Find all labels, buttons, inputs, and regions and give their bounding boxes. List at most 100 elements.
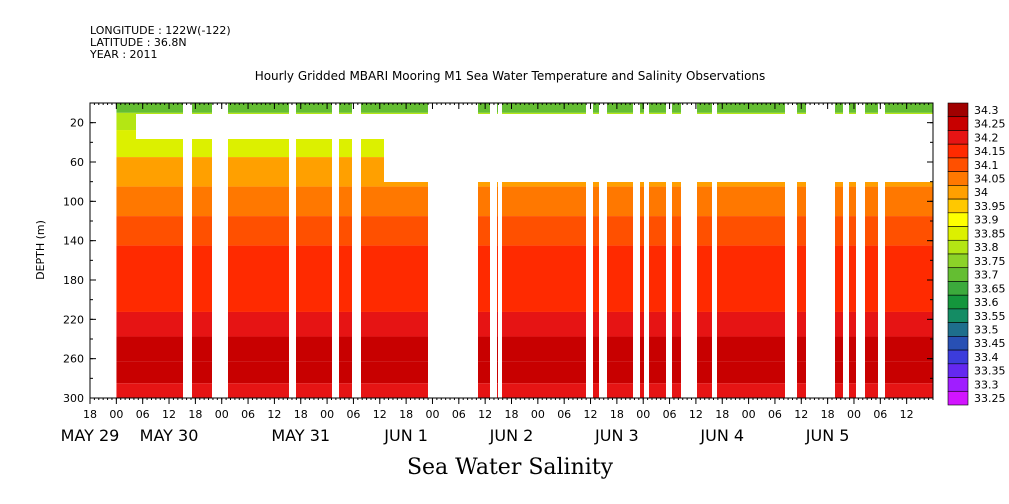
colorbar-swatch bbox=[947, 349, 969, 365]
colorbar-swatch bbox=[947, 226, 969, 241]
x-tick-label: 18 bbox=[505, 408, 519, 421]
colorbar-swatch bbox=[947, 322, 969, 337]
colorbar-swatch bbox=[947, 281, 969, 296]
no-data-region bbox=[136, 114, 933, 139]
no-data-column bbox=[212, 103, 228, 398]
y-tick-label: 20 bbox=[70, 117, 84, 130]
x-tick-label: 00 bbox=[847, 408, 861, 421]
colorbar-label: 33.55 bbox=[974, 310, 1006, 323]
x-tick-label: 12 bbox=[689, 408, 703, 421]
x-tick-label: 00 bbox=[215, 408, 229, 421]
y-tick-label: 180 bbox=[63, 274, 84, 287]
no-data-column bbox=[681, 103, 697, 398]
colorbar-swatch bbox=[947, 390, 969, 406]
colorbar-label: 33.65 bbox=[974, 282, 1006, 295]
x-tick-label: 18 bbox=[715, 408, 729, 421]
x-tick-label: 00 bbox=[320, 408, 334, 421]
no-data-column bbox=[428, 103, 478, 398]
x-date-label: JUN 5 bbox=[805, 426, 850, 445]
colorbar-label: 34.1 bbox=[974, 159, 999, 172]
x-tick-label: 12 bbox=[162, 408, 176, 421]
x-tick-label: 06 bbox=[873, 408, 887, 421]
colorbar-label: 34.25 bbox=[974, 118, 1006, 131]
y-tick-label: 220 bbox=[63, 313, 84, 326]
x-tick-label: 18 bbox=[610, 408, 624, 421]
x-tick-label: 06 bbox=[346, 408, 360, 421]
x-tick-label: 12 bbox=[794, 408, 808, 421]
x-tick-label: 12 bbox=[900, 408, 914, 421]
colorbar-label: 33.75 bbox=[974, 255, 1006, 268]
x-tick-label: 06 bbox=[241, 408, 255, 421]
no-data-column bbox=[289, 103, 296, 398]
x-tick-label: 12 bbox=[584, 408, 598, 421]
salinity-band bbox=[116, 361, 933, 384]
colorbar-swatch bbox=[947, 143, 969, 159]
x-tick-label: 18 bbox=[188, 408, 202, 421]
y-tick-label: 140 bbox=[63, 235, 84, 248]
colorbar-label: 33.95 bbox=[974, 200, 1006, 213]
x-tick-label: 00 bbox=[425, 408, 439, 421]
colorbar-label: 33.9 bbox=[974, 214, 999, 227]
colorbar-swatch bbox=[947, 212, 969, 227]
colorbar-swatch bbox=[947, 239, 969, 255]
no-data-column bbox=[498, 103, 502, 398]
colorbar-swatch bbox=[947, 377, 969, 392]
no-data-column bbox=[633, 103, 640, 398]
x-date-label: MAY 30 bbox=[140, 426, 199, 445]
x-tick-label: 06 bbox=[663, 408, 677, 421]
x-tick-label: 18 bbox=[294, 408, 308, 421]
salinity-band bbox=[116, 383, 933, 398]
colorbar-label: 33.25 bbox=[974, 392, 1006, 405]
colorbar-label: 34.3 bbox=[974, 104, 999, 117]
colorbar-swatch bbox=[947, 363, 969, 378]
x-tick-label: 06 bbox=[452, 408, 466, 421]
x-axis-label: Sea Water Salinity bbox=[406, 455, 614, 480]
colorbar-label: 34.2 bbox=[974, 131, 999, 144]
colorbar-label: 33.35 bbox=[974, 365, 1006, 378]
colorbar-swatch bbox=[947, 198, 969, 214]
colorbar-label: 33.8 bbox=[974, 241, 999, 254]
colorbar-swatch bbox=[947, 116, 969, 131]
no-data-column bbox=[183, 103, 192, 398]
x-tick-label: 00 bbox=[109, 408, 123, 421]
no-data-column bbox=[644, 103, 649, 398]
colorbar-label: 33.3 bbox=[974, 378, 999, 391]
x-tick-label: 12 bbox=[267, 408, 281, 421]
x-tick-label: 06 bbox=[136, 408, 150, 421]
colorbar-label: 33.45 bbox=[974, 337, 1006, 350]
no-data-column bbox=[856, 103, 865, 398]
no-data-column bbox=[712, 103, 717, 398]
colorbar-label: 33.6 bbox=[974, 296, 999, 309]
x-tick-label: 18 bbox=[83, 408, 97, 421]
latitude-label: LATITUDE : 36.8N bbox=[90, 36, 187, 49]
colorbar-swatch bbox=[947, 185, 969, 200]
no-data-column bbox=[806, 103, 835, 398]
x-tick-label: 18 bbox=[821, 408, 835, 421]
y-tick-label: 60 bbox=[70, 156, 84, 169]
no-data-column bbox=[666, 103, 672, 398]
x-tick-label: 00 bbox=[636, 408, 650, 421]
colorbar-label: 33.5 bbox=[974, 324, 999, 337]
x-date-label: JUN 2 bbox=[489, 426, 534, 445]
no-data-column bbox=[878, 103, 885, 398]
colorbar-label: 34.15 bbox=[974, 145, 1006, 158]
x-date-label: MAY 29 bbox=[61, 426, 120, 445]
no-data-column bbox=[352, 103, 361, 398]
colorbar-label: 33.4 bbox=[974, 351, 999, 364]
no-data-column bbox=[586, 103, 593, 398]
x-tick-label: 06 bbox=[768, 408, 782, 421]
colorbar-label: 33.85 bbox=[974, 227, 1006, 240]
colorbar-swatch bbox=[947, 336, 969, 351]
colorbar-swatch bbox=[947, 157, 969, 172]
x-date-label: JUN 3 bbox=[594, 426, 639, 445]
colorbar-swatch bbox=[947, 294, 969, 310]
no-data-column bbox=[332, 103, 339, 398]
colorbar-label: 33.7 bbox=[974, 269, 999, 282]
y-tick-label: 300 bbox=[63, 392, 84, 405]
longitude-label: LONGITUDE : 122W(-122) bbox=[90, 24, 231, 37]
year-label: YEAR : 2011 bbox=[90, 48, 158, 61]
colorbar-swatch bbox=[947, 308, 969, 323]
x-tick-label: 12 bbox=[373, 408, 387, 421]
x-date-label: JUN 4 bbox=[699, 426, 744, 445]
chart-title: Hourly Gridded MBARI Mooring M1 Sea Wate… bbox=[254, 69, 766, 83]
